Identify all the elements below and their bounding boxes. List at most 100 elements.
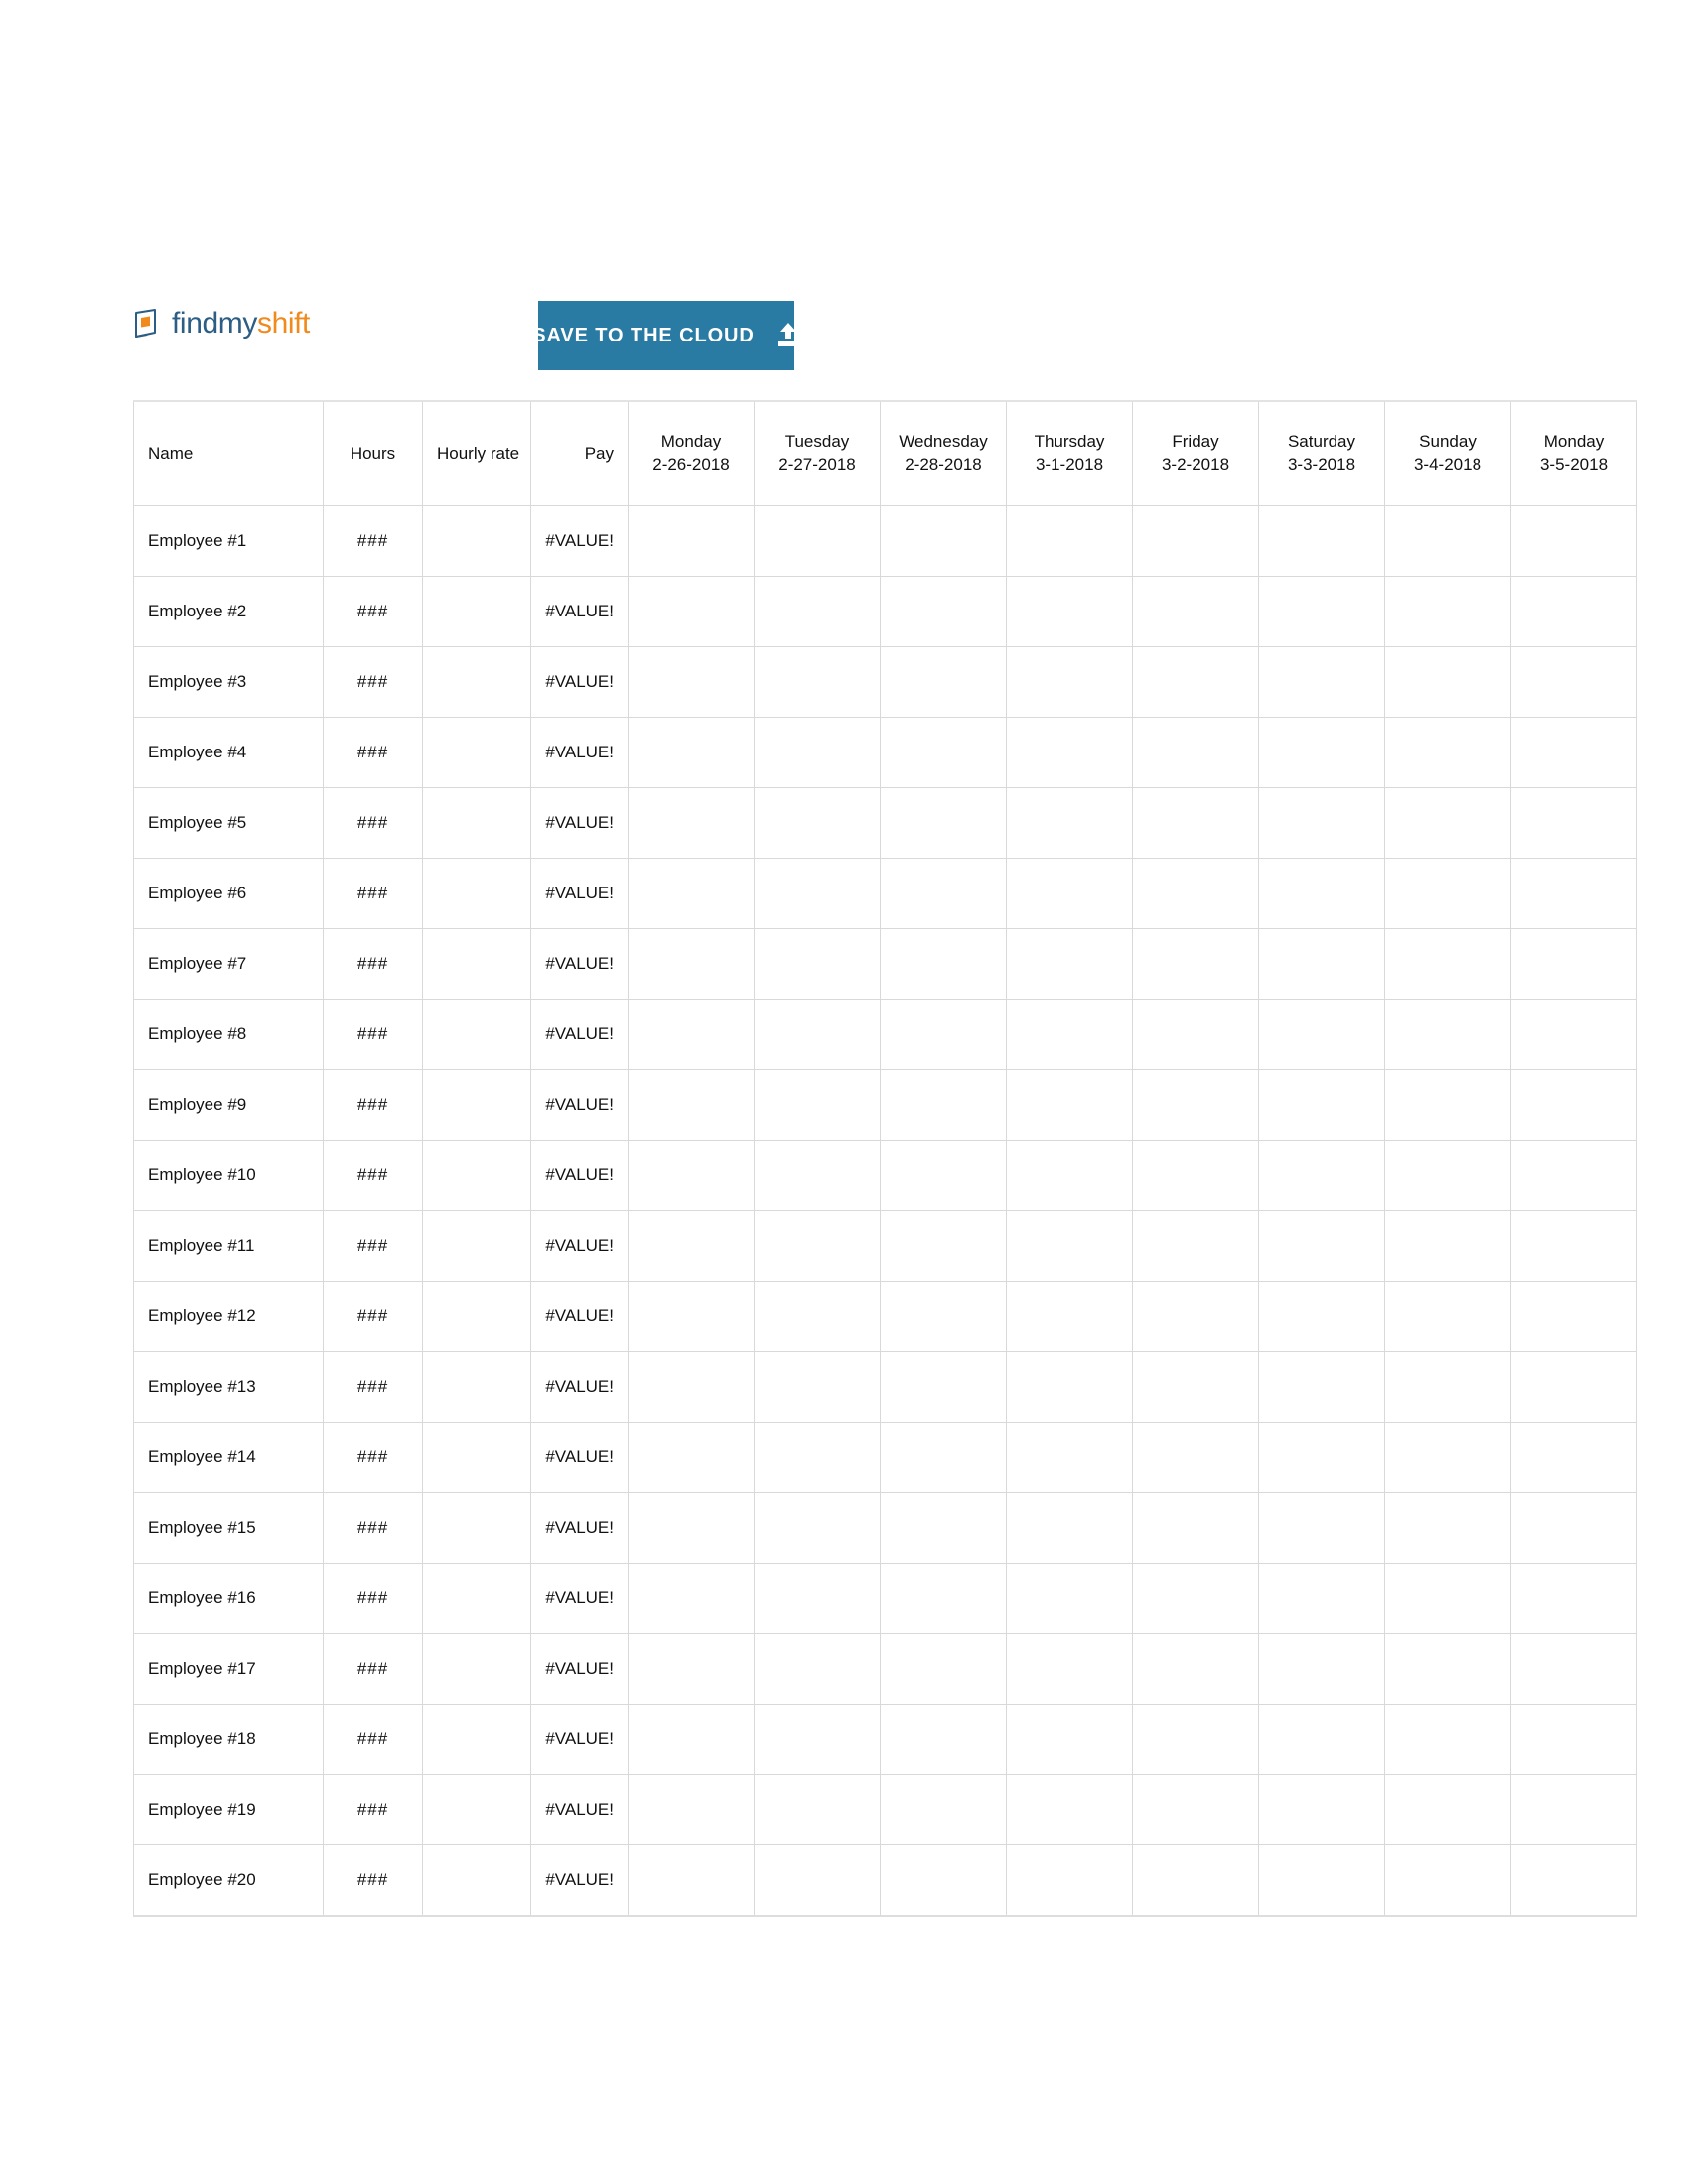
cell-shift-day-4[interactable] <box>1132 858 1259 929</box>
cell-shift-day-4[interactable] <box>1132 717 1259 788</box>
cell-pay[interactable]: #VALUE! <box>530 1281 629 1352</box>
cell-shift-day-0[interactable] <box>628 1774 755 1845</box>
column-header-day-7[interactable]: Monday 3-5-2018 <box>1510 400 1637 506</box>
cell-shift-day-3[interactable] <box>1006 1704 1133 1775</box>
cell-shift-day-7[interactable] <box>1510 717 1637 788</box>
cell-hourly-rate[interactable] <box>422 1633 531 1705</box>
cell-shift-day-4[interactable] <box>1132 1633 1259 1705</box>
cell-shift-day-4[interactable] <box>1132 1281 1259 1352</box>
cell-pay[interactable]: #VALUE! <box>530 505 629 577</box>
cell-shift-day-6[interactable] <box>1384 1774 1511 1845</box>
cell-shift-day-3[interactable] <box>1006 576 1133 647</box>
cell-shift-day-6[interactable] <box>1384 1563 1511 1634</box>
column-header-day-1[interactable]: Tuesday 2-27-2018 <box>754 400 881 506</box>
cell-shift-day-1[interactable] <box>754 1140 881 1211</box>
cell-hourly-rate[interactable] <box>422 1844 531 1917</box>
cell-hours[interactable]: ### <box>323 1210 423 1282</box>
cell-shift-day-3[interactable] <box>1006 1422 1133 1493</box>
cell-shift-day-6[interactable] <box>1384 1210 1511 1282</box>
cell-hourly-rate[interactable] <box>422 1704 531 1775</box>
cell-shift-day-0[interactable] <box>628 999 755 1070</box>
cell-shift-day-3[interactable] <box>1006 928 1133 1000</box>
cell-hours[interactable]: ### <box>323 1563 423 1634</box>
column-header-day-5[interactable]: Saturday 3-3-2018 <box>1258 400 1385 506</box>
cell-shift-day-3[interactable] <box>1006 717 1133 788</box>
cell-shift-day-6[interactable] <box>1384 999 1511 1070</box>
cell-shift-day-1[interactable] <box>754 999 881 1070</box>
cell-shift-day-5[interactable] <box>1258 1210 1385 1282</box>
cell-employee-name[interactable]: Employee #5 <box>133 787 324 859</box>
cell-shift-day-5[interactable] <box>1258 1422 1385 1493</box>
cell-shift-day-7[interactable] <box>1510 787 1637 859</box>
cell-shift-day-0[interactable] <box>628 787 755 859</box>
cell-shift-day-2[interactable] <box>880 858 1007 929</box>
cell-shift-day-4[interactable] <box>1132 1844 1259 1917</box>
cell-employee-name[interactable]: Employee #7 <box>133 928 324 1000</box>
cell-pay[interactable]: #VALUE! <box>530 646 629 718</box>
cell-shift-day-1[interactable] <box>754 1351 881 1423</box>
cell-shift-day-7[interactable] <box>1510 576 1637 647</box>
cell-pay[interactable]: #VALUE! <box>530 1140 629 1211</box>
cell-shift-day-4[interactable] <box>1132 1492 1259 1564</box>
cell-employee-name[interactable]: Employee #11 <box>133 1210 324 1282</box>
cell-shift-day-3[interactable] <box>1006 1774 1133 1845</box>
cell-shift-day-7[interactable] <box>1510 858 1637 929</box>
cell-shift-day-1[interactable] <box>754 646 881 718</box>
cell-shift-day-2[interactable] <box>880 928 1007 1000</box>
cell-shift-day-7[interactable] <box>1510 1492 1637 1564</box>
cell-shift-day-6[interactable] <box>1384 858 1511 929</box>
column-header-day-2[interactable]: Wednesday 2-28-2018 <box>880 400 1007 506</box>
cell-shift-day-5[interactable] <box>1258 858 1385 929</box>
cell-hours[interactable]: ### <box>323 928 423 1000</box>
cell-shift-day-6[interactable] <box>1384 1069 1511 1141</box>
cell-pay[interactable]: #VALUE! <box>530 717 629 788</box>
cell-shift-day-6[interactable] <box>1384 1281 1511 1352</box>
cell-hours[interactable]: ### <box>323 576 423 647</box>
cell-shift-day-2[interactable] <box>880 505 1007 577</box>
cell-shift-day-2[interactable] <box>880 1704 1007 1775</box>
cell-hourly-rate[interactable] <box>422 999 531 1070</box>
cell-shift-day-1[interactable] <box>754 1704 881 1775</box>
cell-shift-day-2[interactable] <box>880 1281 1007 1352</box>
cell-shift-day-3[interactable] <box>1006 505 1133 577</box>
cell-shift-day-1[interactable] <box>754 858 881 929</box>
cell-shift-day-0[interactable] <box>628 1281 755 1352</box>
cell-shift-day-2[interactable] <box>880 717 1007 788</box>
cell-shift-day-1[interactable] <box>754 505 881 577</box>
cell-hours[interactable]: ### <box>323 1140 423 1211</box>
cell-shift-day-0[interactable] <box>628 1069 755 1141</box>
cell-shift-day-7[interactable] <box>1510 646 1637 718</box>
cell-shift-day-7[interactable] <box>1510 1704 1637 1775</box>
cell-shift-day-7[interactable] <box>1510 1069 1637 1141</box>
cell-shift-day-2[interactable] <box>880 999 1007 1070</box>
cell-shift-day-0[interactable] <box>628 1210 755 1282</box>
cell-shift-day-0[interactable] <box>628 1704 755 1775</box>
cell-shift-day-6[interactable] <box>1384 646 1511 718</box>
cell-shift-day-3[interactable] <box>1006 1140 1133 1211</box>
cell-pay[interactable]: #VALUE! <box>530 576 629 647</box>
cell-pay[interactable]: #VALUE! <box>530 787 629 859</box>
cell-hourly-rate[interactable] <box>422 1563 531 1634</box>
cell-hours[interactable]: ### <box>323 1492 423 1564</box>
cell-shift-day-3[interactable] <box>1006 1844 1133 1917</box>
cell-hourly-rate[interactable] <box>422 1422 531 1493</box>
cell-shift-day-6[interactable] <box>1384 1140 1511 1211</box>
cell-pay[interactable]: #VALUE! <box>530 1774 629 1845</box>
column-header-pay[interactable]: Pay <box>530 400 629 506</box>
cell-shift-day-4[interactable] <box>1132 1422 1259 1493</box>
cell-hourly-rate[interactable] <box>422 1069 531 1141</box>
cell-shift-day-6[interactable] <box>1384 1351 1511 1423</box>
cell-pay[interactable]: #VALUE! <box>530 1563 629 1634</box>
cell-shift-day-0[interactable] <box>628 1633 755 1705</box>
cell-shift-day-1[interactable] <box>754 1844 881 1917</box>
cell-shift-day-1[interactable] <box>754 1422 881 1493</box>
cell-shift-day-6[interactable] <box>1384 787 1511 859</box>
cell-shift-day-1[interactable] <box>754 1069 881 1141</box>
cell-pay[interactable]: #VALUE! <box>530 1704 629 1775</box>
cell-shift-day-3[interactable] <box>1006 999 1133 1070</box>
cell-hours[interactable]: ### <box>323 1351 423 1423</box>
column-header-hours[interactable]: Hours <box>323 400 423 506</box>
cell-shift-day-2[interactable] <box>880 1140 1007 1211</box>
cell-shift-day-4[interactable] <box>1132 1774 1259 1845</box>
cell-hours[interactable]: ### <box>323 505 423 577</box>
